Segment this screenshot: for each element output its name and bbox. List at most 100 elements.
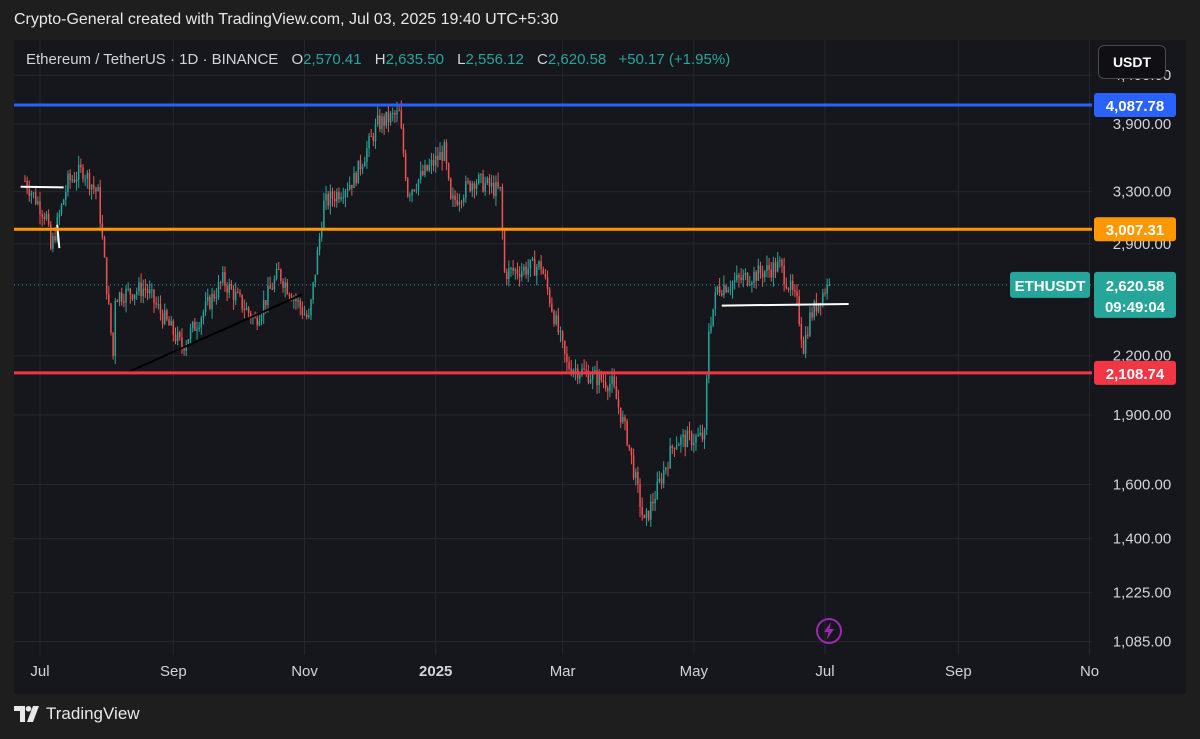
candle-body xyxy=(561,331,564,341)
candle-body xyxy=(607,388,609,392)
lightning-icon[interactable] xyxy=(815,617,843,645)
candle-body xyxy=(247,307,250,314)
level-price-label: 4,087.78 xyxy=(1106,98,1164,115)
candle-body xyxy=(86,172,89,179)
candle-body xyxy=(241,294,243,310)
candle-body xyxy=(34,192,37,204)
candle-body xyxy=(721,293,723,296)
candle-body xyxy=(643,514,646,519)
y-axis-tick-label: 3,300.00 xyxy=(1113,184,1171,201)
candle-body xyxy=(166,310,168,320)
candle-body xyxy=(441,151,443,161)
candle-body xyxy=(185,344,187,351)
candle-body xyxy=(557,315,560,333)
candle-body xyxy=(751,282,753,285)
x-axis-tick-label: No xyxy=(1080,663,1099,680)
candle-body xyxy=(172,321,175,335)
candle-body xyxy=(24,180,26,182)
price-chart[interactable]: 4,400.003,900.003,300.002,900.002,200.00… xyxy=(14,40,1186,694)
candle-body xyxy=(207,296,209,302)
candle-body xyxy=(120,292,123,302)
candle-body xyxy=(538,261,540,267)
symbol-info[interactable]: Ethereum / TetherUS · 1D · BINANCE xyxy=(26,51,279,68)
candle-body xyxy=(480,174,482,176)
candle-body xyxy=(759,265,762,273)
candle-body xyxy=(619,407,622,423)
candle-body xyxy=(50,224,52,249)
brand-name: TradingView xyxy=(46,704,140,723)
candle-body xyxy=(703,429,706,440)
candle-body xyxy=(809,312,811,336)
candle-body xyxy=(58,213,61,218)
candle-body xyxy=(80,165,82,168)
candle-body xyxy=(733,280,736,283)
candle-body xyxy=(28,189,30,196)
candle-body xyxy=(209,296,211,309)
candle-body xyxy=(133,294,136,300)
candle-body xyxy=(710,325,712,332)
candle-body xyxy=(514,269,517,271)
candle-body xyxy=(551,303,553,312)
candle-body xyxy=(239,292,241,295)
candle-body xyxy=(705,378,708,430)
open-label: O xyxy=(291,51,304,68)
candle-body xyxy=(329,191,332,206)
candle-body xyxy=(536,266,538,276)
candle-body xyxy=(191,321,194,329)
candle-body xyxy=(484,183,486,192)
candle-body xyxy=(148,289,151,294)
candle-body xyxy=(454,195,456,201)
candle-body xyxy=(516,269,519,275)
candle-body xyxy=(338,191,340,200)
candle-body xyxy=(387,111,390,123)
candle-body xyxy=(103,237,106,258)
candle-body xyxy=(355,172,357,184)
close-value: 2,620.58 xyxy=(547,51,607,68)
candle-body xyxy=(376,115,379,125)
candle-body xyxy=(555,315,557,324)
candle-body xyxy=(804,334,807,354)
candle-body xyxy=(379,115,381,129)
chart-area[interactable]: 4,400.003,900.003,300.002,900.002,200.00… xyxy=(14,40,1186,694)
candle-body xyxy=(372,136,375,141)
candle-body xyxy=(624,416,626,422)
candle-body xyxy=(402,128,405,154)
candle-body xyxy=(153,289,155,303)
candle-body xyxy=(662,470,665,484)
candle-body xyxy=(542,269,545,274)
candle-body xyxy=(798,296,800,324)
candle-body xyxy=(95,188,97,192)
candle-body xyxy=(366,148,368,162)
candle-body xyxy=(163,310,166,324)
candle-body xyxy=(267,285,269,305)
candle-body xyxy=(583,368,585,370)
trendline xyxy=(125,293,303,374)
candle-body xyxy=(391,113,394,115)
candle-body xyxy=(632,455,635,479)
candle-body xyxy=(800,323,803,340)
current-price-label-bg xyxy=(1094,271,1176,318)
candle-body xyxy=(39,201,41,215)
candle-body xyxy=(628,444,631,448)
candle-body xyxy=(260,315,263,321)
candle-body xyxy=(336,191,338,202)
candle-body xyxy=(222,272,224,283)
candle-body xyxy=(746,273,749,285)
x-axis-tick-label: Jul xyxy=(815,663,834,680)
candle-body xyxy=(497,181,499,188)
candle-body xyxy=(658,478,661,482)
currency-button[interactable]: USDT xyxy=(1098,45,1166,79)
candle-body xyxy=(114,300,117,356)
level-price-label: 3,007.31 xyxy=(1106,222,1164,239)
candle-body xyxy=(523,266,525,272)
candle-body xyxy=(587,370,590,383)
candle-body xyxy=(237,291,239,293)
candle-body xyxy=(428,165,431,171)
candle-body xyxy=(105,257,108,295)
x-axis-tick-label: Nov xyxy=(291,663,318,680)
level-price-label-bg xyxy=(1094,92,1176,117)
candle-body xyxy=(417,179,420,190)
candle-body xyxy=(564,340,566,354)
candle-body xyxy=(383,116,385,126)
y-axis-tick-label: 1,085.00 xyxy=(1113,634,1171,651)
